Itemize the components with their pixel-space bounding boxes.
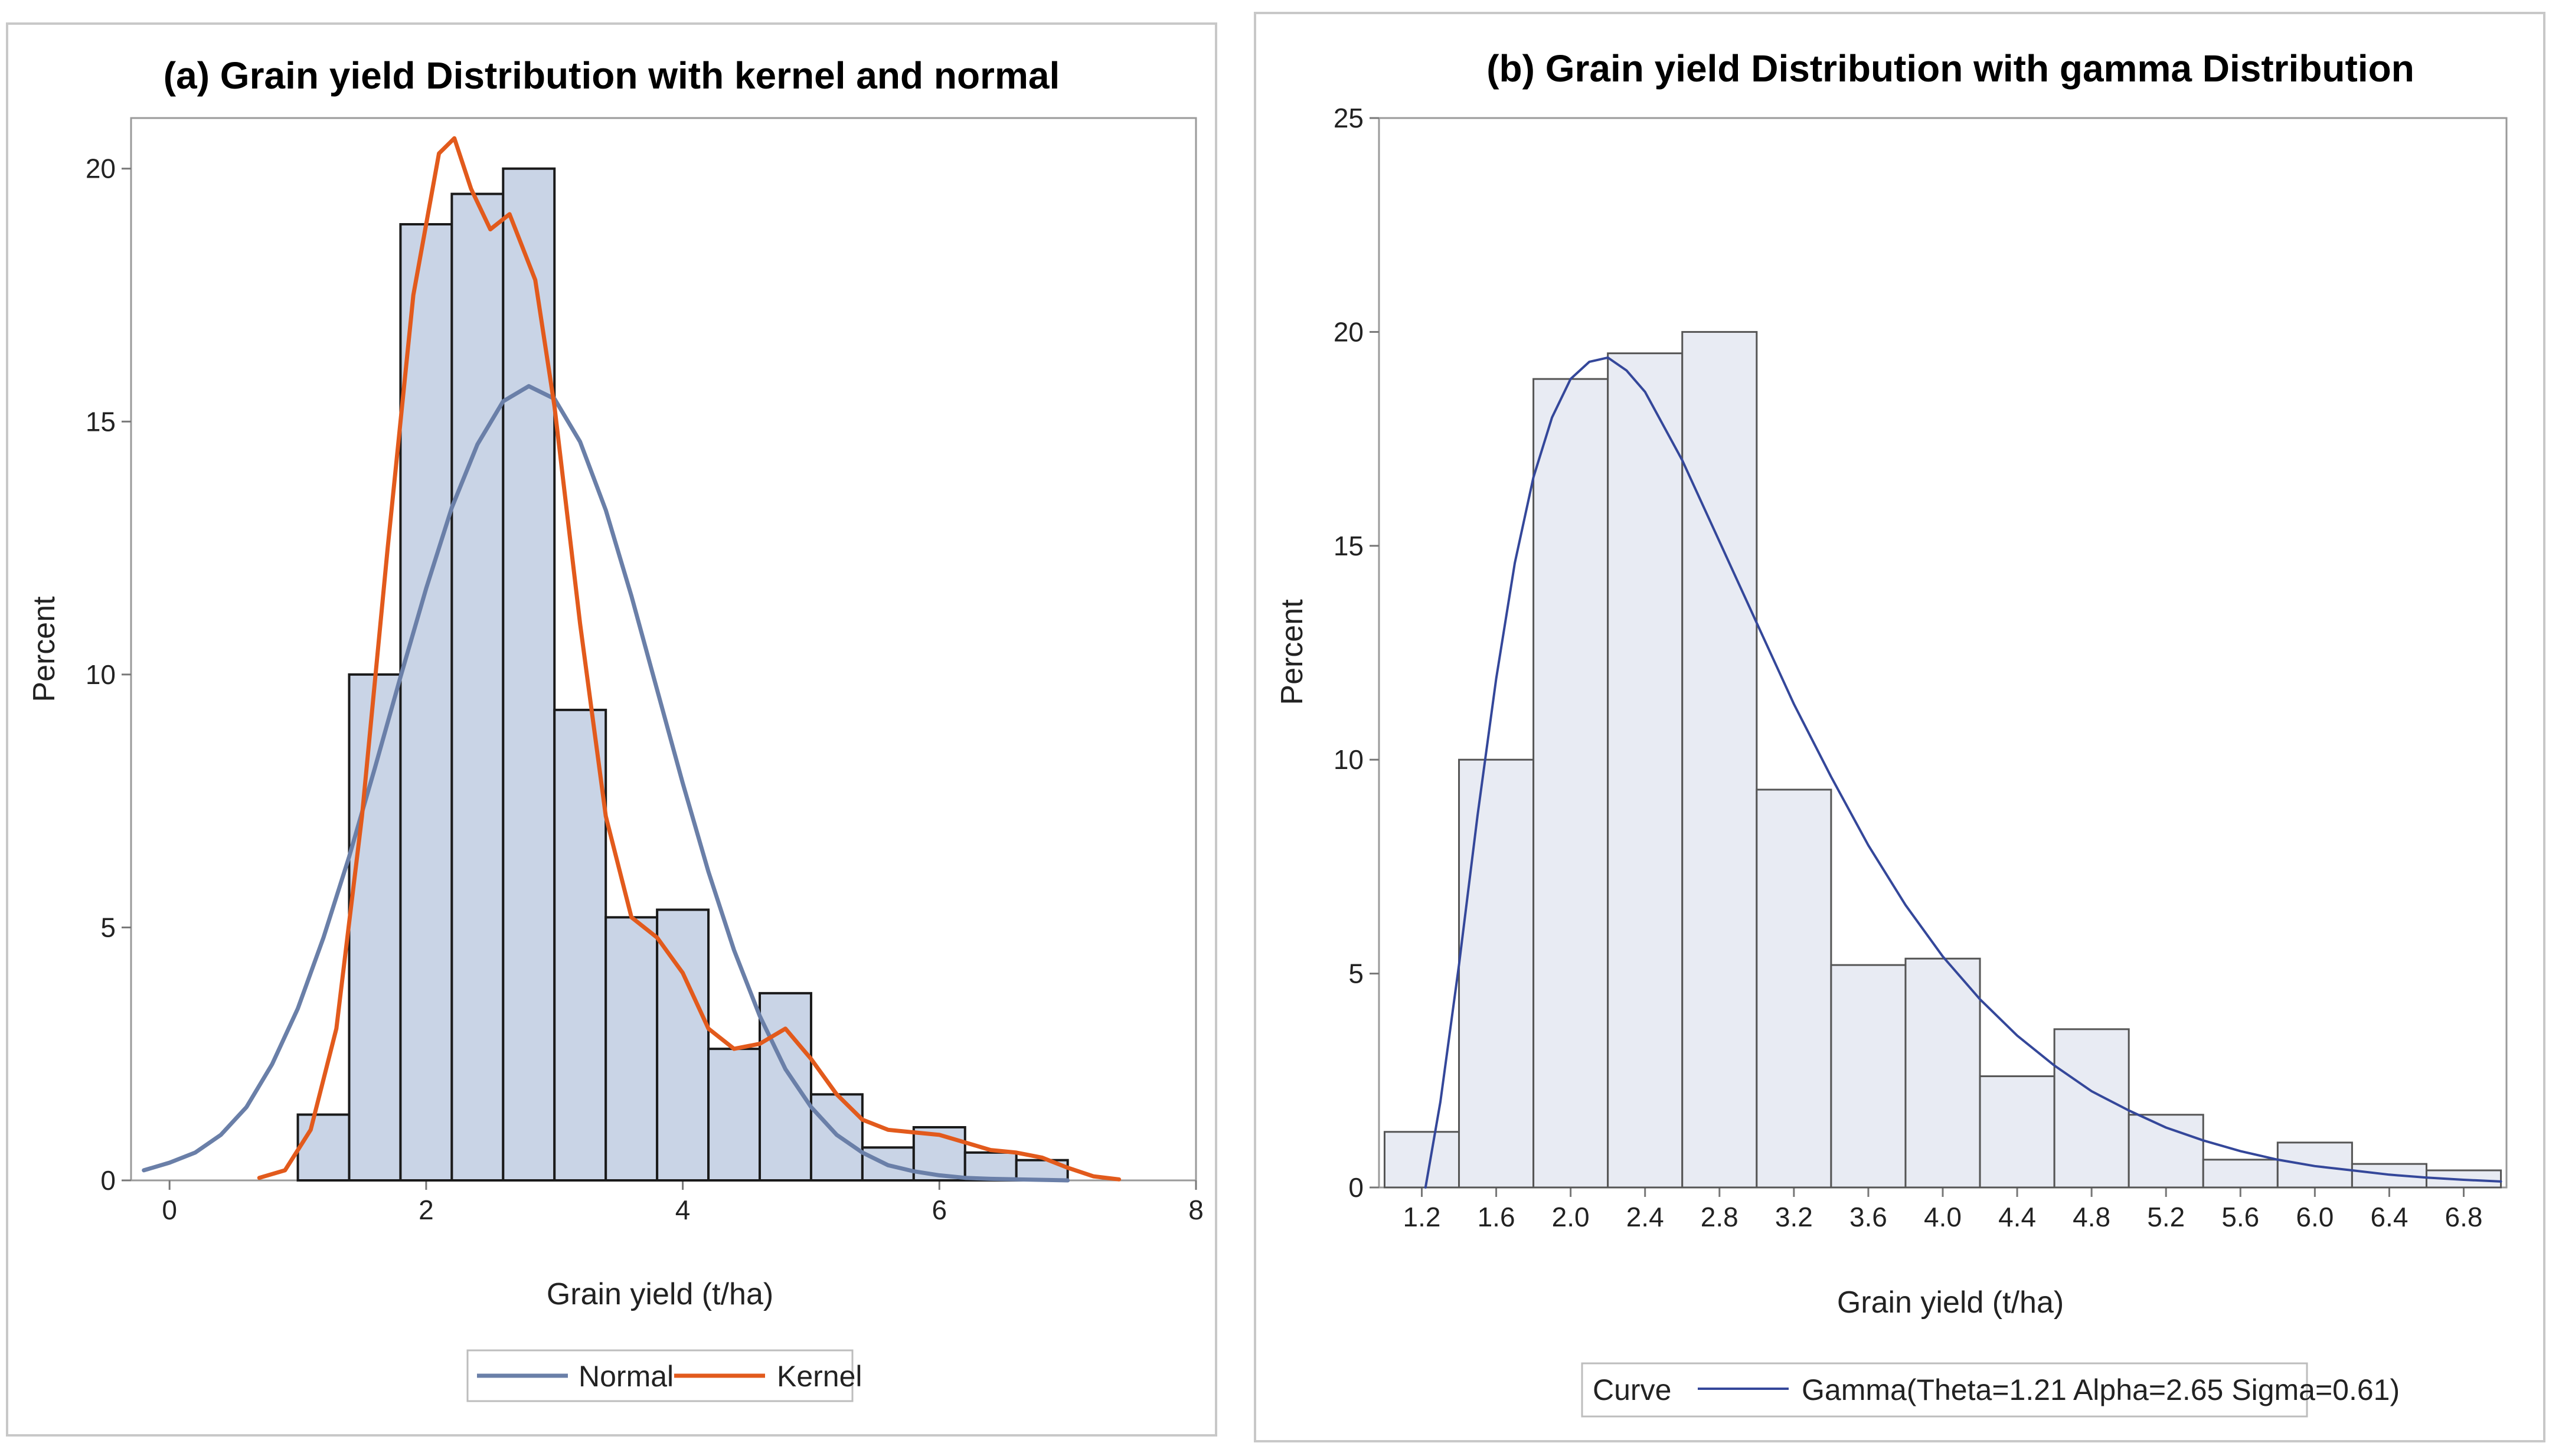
y-tick-label: 10 — [86, 659, 116, 690]
histogram-bar — [707, 1048, 762, 1182]
x-tick-label: 4.8 — [2073, 1202, 2110, 1232]
chart-b-legend: Curve Gamma(Theta=1.21 Alpha=2.65 Sigma=… — [1581, 1362, 2400, 1418]
x-tick-label: 6.8 — [2445, 1202, 2483, 1232]
chart-b-xlabel: Grain yield (t/ha) — [1837, 1285, 2064, 1320]
x-tick-label: 8 — [1188, 1195, 1204, 1225]
y-tick-label: 5 — [100, 912, 116, 943]
histogram-bar — [553, 708, 607, 1182]
histogram-bar — [1607, 352, 1684, 1189]
y-tick-label: 0 — [100, 1165, 116, 1196]
chart-b-plot: 0 5 10 15 20 25 1.2 1.6 2.0 2.4 2.8 3.2 3.6 4.0 4.4 4.8… — [1334, 103, 2508, 1232]
x-tick-label: 2.0 — [1552, 1202, 1590, 1232]
y-tick-label: 20 — [86, 153, 116, 184]
legend-gamma-label: Gamma(Theta=1.21 Alpha=2.65 Sigma=0.61) — [1802, 1373, 2400, 1406]
legend-kernel-label: Kernel — [777, 1360, 862, 1393]
histogram-bar — [2128, 1114, 2204, 1189]
x-tick-label: 5.6 — [2221, 1202, 2259, 1232]
histogram-bar — [1979, 1075, 2055, 1189]
y-tick-label: 15 — [86, 406, 116, 437]
histogram-bar — [2053, 1028, 2130, 1189]
x-tick-label: 0 — [162, 1195, 177, 1225]
x-tick-label: 6 — [932, 1195, 947, 1225]
histogram-bar — [1681, 331, 1758, 1189]
y-tick-label: 15 — [1334, 531, 1364, 561]
histogram-bar — [502, 167, 556, 1182]
x-tick-label: 4.0 — [1924, 1202, 1962, 1232]
x-tick-label: 5.2 — [2147, 1202, 2185, 1232]
x-tick-label: 1.2 — [1403, 1202, 1441, 1232]
x-tick-label: 2 — [419, 1195, 434, 1225]
y-tick-label: 0 — [1348, 1172, 1364, 1203]
chart-a-xlabel: Grain yield (t/ha) — [547, 1277, 773, 1311]
legend-normal-label: Normal — [579, 1360, 674, 1393]
x-tick-label: 2.4 — [1626, 1202, 1664, 1232]
x-tick-label: 4.4 — [1998, 1202, 2036, 1232]
x-tick-label: 3.2 — [1775, 1202, 1813, 1232]
chart-a-ylabel: Percent — [27, 596, 61, 702]
y-tick-label: 5 — [1348, 958, 1364, 989]
histogram-bar — [399, 223, 453, 1182]
x-tick-label: 4 — [675, 1195, 691, 1225]
histogram-bar — [1756, 788, 1832, 1189]
chart-a-title: (a) Grain yield Distribution with kernel… — [164, 54, 1060, 97]
histogram-bar — [1830, 964, 1907, 1189]
normal-curve-line — [142, 384, 1070, 1183]
x-tick-label: 6.0 — [2296, 1202, 2334, 1232]
x-tick-label: 6.4 — [2370, 1202, 2408, 1232]
chart-a-legend: Normal Kernel — [466, 1349, 862, 1402]
panel-b: (b) Grain yield Distribution with gamma … — [1254, 12, 2545, 1442]
histogram-bar — [604, 916, 659, 1182]
chart-b-ylabel: Percent — [1275, 599, 1309, 705]
x-tick-label: 3.6 — [1849, 1202, 1887, 1232]
panel-a: (a) Grain yield Distribution with kernel… — [6, 22, 1217, 1437]
y-tick-label: 25 — [1334, 103, 1364, 133]
histogram-bar — [1904, 957, 1981, 1189]
y-tick-label: 10 — [1334, 744, 1364, 775]
histogram-bar — [759, 992, 812, 1182]
x-tick-label: 2.8 — [1701, 1202, 1738, 1232]
gamma-curve-line — [1424, 356, 2502, 1189]
chart-b-title: (b) Grain yield Distribution with gamma … — [1486, 47, 2414, 90]
legend-curve-header: Curve — [1593, 1373, 1671, 1406]
y-tick-label: 20 — [1334, 316, 1364, 347]
histogram-bar — [296, 1113, 351, 1182]
x-tick-label: 1.6 — [1478, 1202, 1515, 1232]
histogram-bar — [963, 1151, 1018, 1182]
histogram-bar — [1532, 378, 1609, 1189]
histogram-bar — [1383, 1131, 1460, 1189]
histogram-bar — [450, 192, 505, 1182]
kernel-curve-line — [257, 136, 1122, 1182]
histogram-bar — [656, 908, 710, 1182]
histogram-bar — [2202, 1159, 2279, 1189]
histogram-bar — [1458, 758, 1535, 1189]
histogram-bar — [348, 673, 402, 1182]
chart-a-plot: 0 5 10 15 20 0 2 4 6 8 — [86, 117, 1204, 1225]
